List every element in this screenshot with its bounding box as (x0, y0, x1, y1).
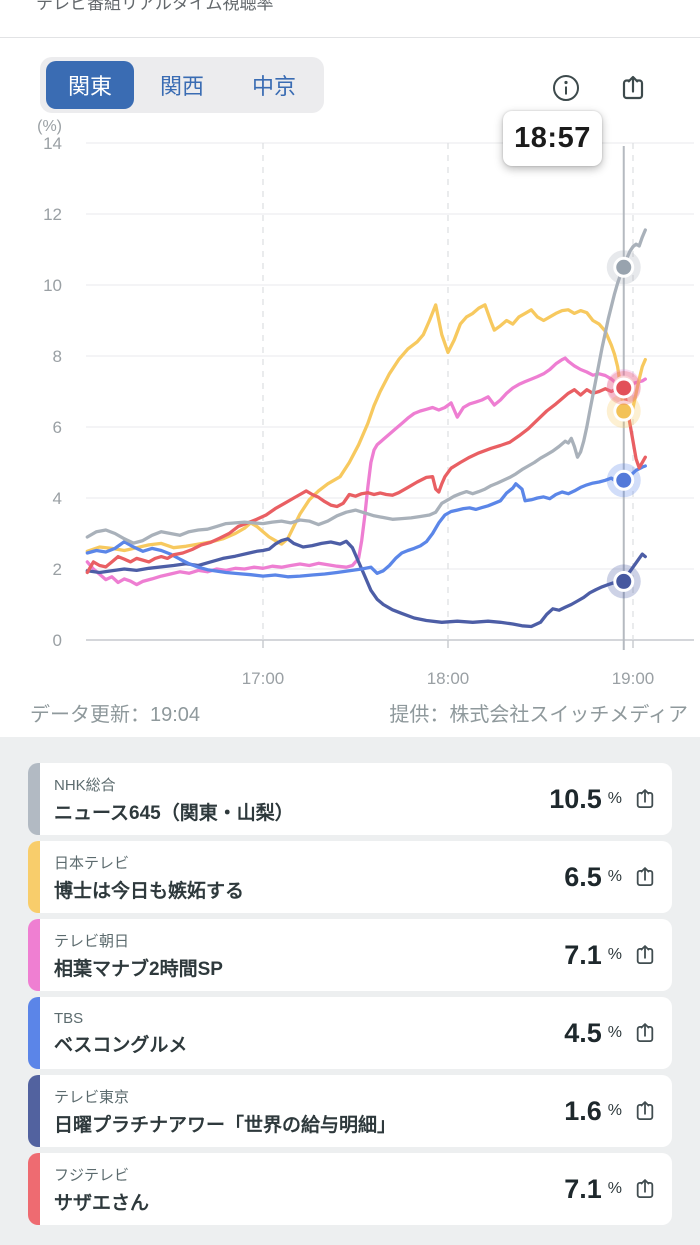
rating-unit: % (607, 1180, 622, 1197)
share-icon (632, 1098, 658, 1124)
tab-chukyo[interactable]: 中京 (252, 74, 297, 99)
program-title: 日曜プラチナアワー「世界の給与明細」 (54, 1114, 397, 1136)
row-share-button[interactable] (632, 786, 658, 812)
chart-panel: テレビ番組リアルタイム視聴率 関東 関西 中京 0 2 4 6 8 10 12 14 (%) 17… (0, 0, 700, 737)
ratings-chart[interactable]: 0 2 4 6 8 10 12 14(%) 17:00 18:00 19:00 (0, 118, 700, 695)
svg-text:0: 0 (53, 631, 62, 650)
share-icon (632, 786, 658, 812)
svg-text:(%): (%) (37, 118, 62, 135)
row-share-button[interactable] (632, 1020, 658, 1046)
program-title: サザエさん (54, 1192, 150, 1214)
svg-text:2: 2 (53, 560, 62, 579)
rating-unit: % (607, 946, 622, 963)
station-name: フジテレビ (54, 1166, 130, 1184)
channel-color-bar (28, 997, 40, 1069)
channel-color-bar (28, 1153, 40, 1225)
svg-text:14: 14 (43, 134, 62, 153)
share-icon (617, 72, 649, 104)
rating-value: 7.1 (564, 939, 602, 970)
program-title: ニュース645（関東・山梨） (54, 802, 294, 824)
program-row[interactable]: テレビ東京 日曜プラチナアワー「世界の給与明細」 1.6 % (28, 1075, 672, 1147)
svg-text:18:00: 18:00 (427, 669, 470, 688)
program-title: 相葉マナブ2時間SP (54, 958, 223, 980)
rating-value: 1.6 (564, 1095, 602, 1126)
station-name: TBS (54, 1009, 84, 1027)
share-button[interactable] (617, 72, 649, 104)
svg-text:6: 6 (53, 418, 62, 437)
info-button[interactable] (550, 72, 582, 104)
rating-unit: % (607, 1102, 622, 1119)
station-name: NHK総合 (54, 776, 116, 794)
rating-value: 4.5 (564, 1017, 602, 1048)
program-title: 博士は今日も嫉妬する (54, 880, 245, 902)
program-row[interactable]: テレビ朝日 相葉マナブ2時間SP 7.1 % (28, 919, 672, 991)
rating-value: 10.5 (549, 783, 602, 814)
share-icon (632, 942, 658, 968)
chart-area: 0 2 4 6 8 10 12 14 (%) 17:00 18:00 19:00 18:57 (0, 111, 700, 695)
program-row[interactable]: 日本テレビ 博士は今日も嫉妬する 6.5 % (28, 841, 672, 913)
row-share-button[interactable] (632, 864, 658, 890)
data-provider-label: 提供：株式会社スイッチメディア (389, 704, 688, 726)
data-updated-label: データ更新：19:04 (30, 704, 201, 726)
row-share-button[interactable] (632, 1176, 658, 1202)
page-title: テレビ番組リアルタイム視聴率 (36, 0, 274, 13)
rating-unit: % (607, 790, 622, 807)
share-icon (632, 1176, 658, 1202)
tab-kanto[interactable]: 関東 (46, 61, 135, 109)
svg-text:4: 4 (53, 489, 62, 508)
info-icon (550, 72, 582, 104)
svg-text:19:00: 19:00 (612, 669, 655, 688)
svg-text:10: 10 (43, 276, 62, 295)
region-tab-group: 関東 関西 中京 (40, 57, 325, 113)
rating-unit: % (607, 868, 622, 885)
svg-text:8: 8 (53, 347, 62, 366)
rating-value: 6.5 (564, 861, 602, 892)
station-name: 日本テレビ (54, 854, 130, 872)
svg-text:17:00: 17:00 (242, 669, 285, 688)
rating-unit: % (607, 1024, 622, 1041)
time-tooltip: 18:57 (503, 111, 602, 166)
tab-kansai[interactable]: 関西 (160, 74, 205, 99)
station-name: テレビ東京 (54, 1088, 130, 1106)
row-share-button[interactable] (632, 942, 658, 968)
channel-color-bar (28, 919, 40, 991)
program-row[interactable]: TBS ベスコングルメ 4.5 % (28, 997, 672, 1069)
share-icon (632, 1020, 658, 1046)
program-row[interactable]: フジテレビ サザエさん 7.1 % (28, 1153, 672, 1225)
share-icon (632, 864, 658, 890)
program-row[interactable]: NHK総合 ニュース645（関東・山梨） 10.5 % (28, 763, 672, 835)
channel-color-bar (28, 763, 40, 835)
rating-value: 7.1 (564, 1173, 602, 1204)
channel-color-bar (28, 841, 40, 913)
station-name: テレビ朝日 (54, 932, 130, 950)
svg-text:12: 12 (43, 205, 62, 224)
program-title: ベスコングルメ (54, 1034, 188, 1056)
program-list: NHK総合 ニュース645（関東・山梨） 10.5 % 日本テレビ 博士は今日も… (0, 737, 700, 1225)
row-share-button[interactable] (632, 1098, 658, 1124)
header-divider (0, 37, 700, 38)
channel-color-bar (28, 1075, 40, 1147)
